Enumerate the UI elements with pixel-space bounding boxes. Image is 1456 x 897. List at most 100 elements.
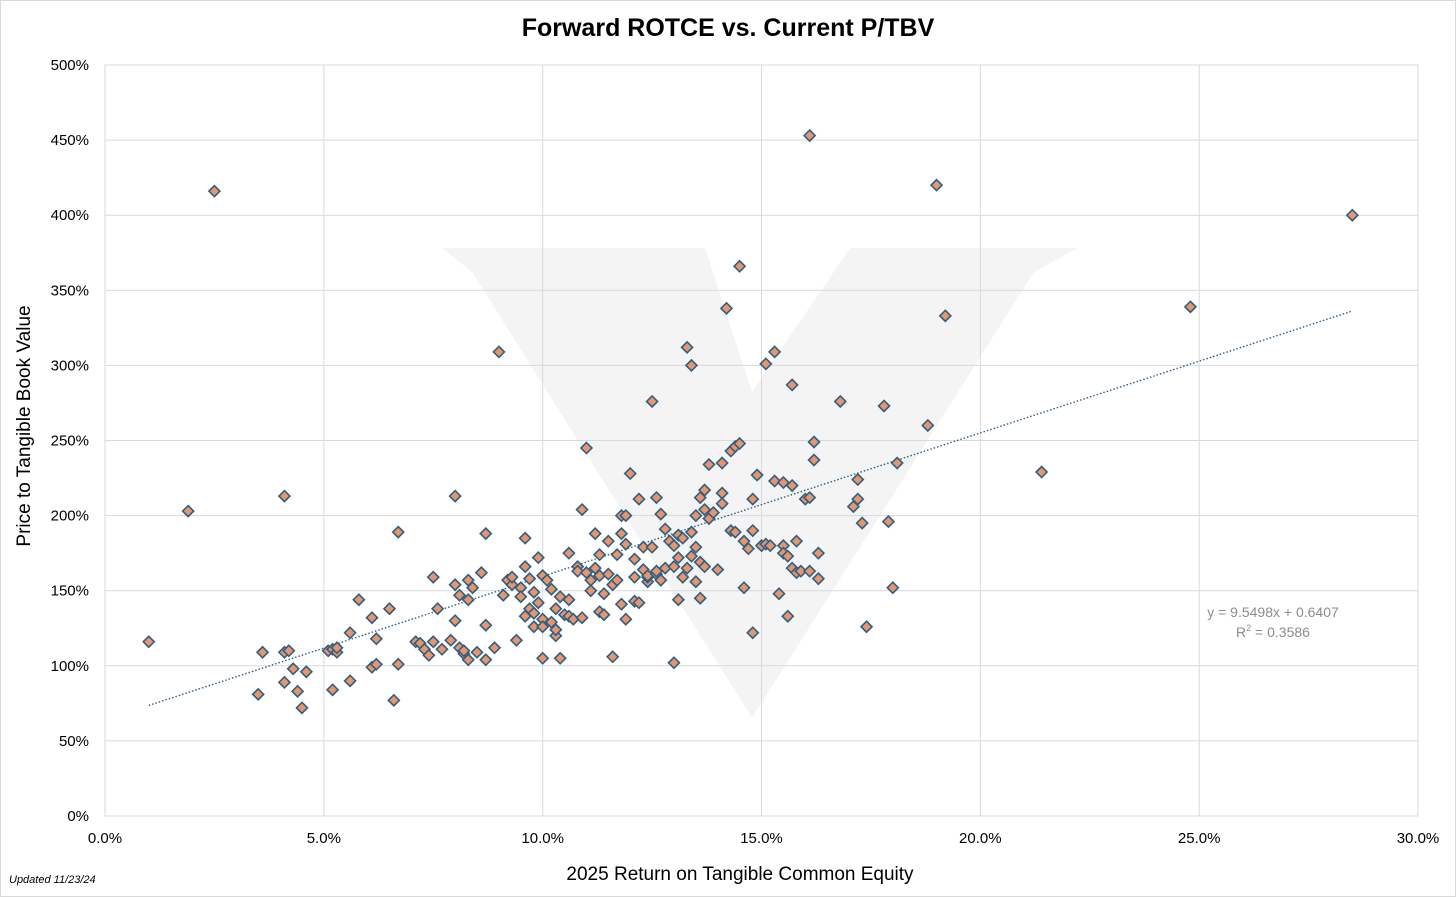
data-point [767, 474, 782, 488]
data-point [684, 549, 699, 563]
data-point [658, 522, 672, 536]
data-point [181, 504, 195, 518]
data-point [667, 560, 681, 574]
x-tick-label: 5.0% [307, 830, 341, 847]
data-point [487, 641, 502, 655]
data-point [719, 301, 734, 315]
data-point [492, 345, 506, 359]
data-point [505, 570, 519, 584]
data-point [290, 684, 305, 698]
data-point [619, 612, 633, 626]
data-point [531, 551, 545, 565]
data-point [627, 552, 642, 566]
data-point [886, 581, 900, 595]
data-point [527, 606, 541, 620]
x-axis-ticks: 0.0% 5.0% 10.0% 15.0% 20.0% 25.0% 30.0% [88, 830, 1439, 847]
data-point [619, 508, 633, 523]
data-point [715, 456, 729, 470]
data-point [767, 345, 782, 359]
data-point [807, 453, 821, 467]
data-point [614, 597, 629, 611]
data-point [369, 632, 383, 646]
data-point [645, 394, 659, 409]
y-tick-label: 300% [51, 357, 89, 374]
y-tick-label: 400% [51, 207, 89, 224]
data-point [527, 585, 541, 599]
data-point [614, 526, 629, 541]
data-point [527, 620, 541, 634]
data-point [1183, 300, 1198, 314]
data-point [711, 563, 725, 577]
data-point [645, 540, 659, 554]
data-point [693, 591, 707, 605]
data-point [746, 626, 760, 640]
x-tick-label: 30.0% [1397, 830, 1440, 847]
data-point [610, 573, 624, 587]
data-point [737, 581, 751, 595]
data-point [759, 357, 773, 371]
data-point [448, 578, 462, 592]
data-point [571, 564, 585, 578]
data-point [781, 549, 795, 563]
data-point [881, 514, 896, 529]
x-tick-label: 25.0% [1178, 830, 1221, 847]
data-point [330, 641, 344, 655]
y-axis-label: Price to Tangible Book Value [14, 305, 35, 546]
data-point [387, 693, 401, 707]
data-point [142, 635, 156, 649]
data-point [343, 674, 357, 688]
data-point [750, 468, 764, 482]
data-point [470, 645, 484, 659]
data-point [575, 502, 589, 517]
y-tick-label: 350% [51, 282, 89, 299]
data-point [610, 548, 624, 562]
data-point [684, 358, 699, 373]
data-point [746, 523, 760, 538]
data-point [277, 489, 292, 503]
x-tick-label: 0.0% [88, 830, 122, 847]
data-point [732, 259, 747, 273]
data-point [803, 564, 817, 578]
data-point [671, 551, 685, 565]
r-squared: R2 = 0.3586 [1236, 623, 1310, 640]
data-point [549, 602, 563, 616]
data-point [452, 588, 467, 602]
data-point [606, 650, 620, 664]
data-point [855, 516, 869, 530]
data-point [531, 596, 545, 610]
y-tick-label: 0% [67, 808, 89, 825]
data-point [251, 687, 265, 701]
data-point [654, 507, 668, 521]
trendline [148, 310, 1353, 707]
y-tick-label: 250% [51, 433, 89, 450]
data-point [851, 472, 865, 487]
data-point [671, 593, 685, 607]
data-point [479, 618, 493, 632]
data-point [562, 546, 576, 560]
data-point [430, 602, 445, 616]
data-point [448, 614, 462, 628]
data-point [697, 560, 712, 574]
plot-area [104, 64, 1419, 817]
watermark-logo [442, 248, 1078, 718]
y-tick-label: 450% [51, 132, 89, 149]
data-point [1034, 465, 1049, 479]
r-squared-value: = 0.3586 [1251, 624, 1310, 640]
data-point [654, 573, 668, 587]
data-point [627, 570, 642, 584]
data-point [649, 490, 664, 505]
data-point [522, 572, 537, 586]
data-point [579, 441, 594, 455]
data-point [461, 593, 475, 607]
data-point [352, 593, 366, 607]
data-point [667, 539, 681, 553]
data-point [781, 609, 795, 623]
data-point [448, 489, 462, 503]
data-point [803, 128, 817, 143]
data-point [422, 648, 436, 662]
data-point [540, 573, 554, 587]
data-point [207, 184, 222, 198]
trend-equation: y = 9.5498x + 0.6407 [1207, 604, 1339, 620]
data-point [811, 572, 826, 586]
